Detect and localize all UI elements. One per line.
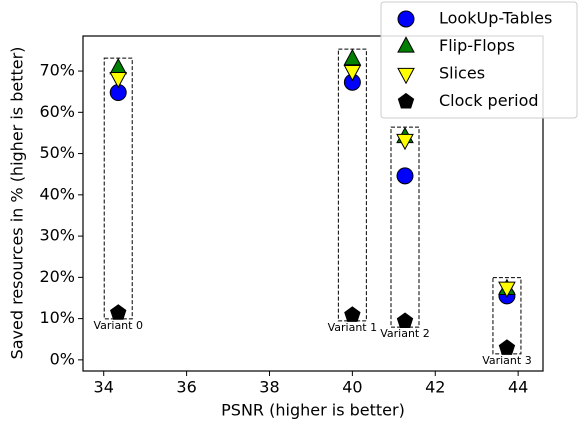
point bbox=[109, 57, 128, 75]
x-tick-label: 36 bbox=[176, 378, 196, 397]
legend-marker bbox=[397, 10, 415, 28]
x-tick-label: 40 bbox=[342, 378, 362, 397]
y-tick-label: 20% bbox=[39, 267, 75, 286]
x-tick-label: 34 bbox=[94, 378, 114, 397]
y-tick-label: 0% bbox=[50, 349, 75, 368]
point bbox=[109, 71, 128, 89]
y-tick-label: 70% bbox=[39, 61, 75, 80]
point bbox=[343, 48, 362, 66]
legend-marker bbox=[397, 92, 415, 109]
y-tick-label: 30% bbox=[39, 226, 75, 245]
legend-marker bbox=[397, 36, 415, 53]
legend-label: Flip-Flops bbox=[439, 36, 515, 55]
annotation: Variant 3 bbox=[482, 354, 532, 367]
point bbox=[344, 306, 361, 322]
point bbox=[396, 167, 414, 185]
y-axis-label: Saved resources in % (higher is better) bbox=[8, 47, 27, 360]
annotation: Variant 0 bbox=[93, 319, 143, 332]
legend-label: Clock period bbox=[439, 91, 539, 110]
point bbox=[498, 281, 516, 298]
x-axis-label: PSNR (higher is better) bbox=[221, 401, 405, 420]
legend-label: LookUp-Tables bbox=[439, 9, 552, 28]
y-tick-label: 40% bbox=[39, 184, 75, 203]
point bbox=[110, 304, 127, 320]
y-tick-label: 50% bbox=[39, 143, 75, 162]
annotation: Variant 2 bbox=[380, 327, 430, 340]
legend-marker bbox=[397, 67, 415, 85]
x-tick-label: 38 bbox=[259, 378, 279, 397]
y-tick-label: 60% bbox=[39, 102, 75, 121]
x-tick-label: 44 bbox=[508, 378, 528, 397]
point bbox=[396, 312, 414, 329]
variant-box bbox=[390, 126, 420, 328]
legend-label: Slices bbox=[439, 64, 485, 83]
annotation: Variant 1 bbox=[328, 321, 378, 334]
point bbox=[343, 64, 362, 82]
legend-box bbox=[380, 1, 578, 119]
x-tick-label: 42 bbox=[425, 378, 445, 397]
point bbox=[396, 133, 414, 151]
y-tick-label: 10% bbox=[39, 308, 75, 327]
point bbox=[498, 339, 516, 355]
plot-frame bbox=[82, 35, 544, 372]
variant-box bbox=[492, 277, 522, 355]
